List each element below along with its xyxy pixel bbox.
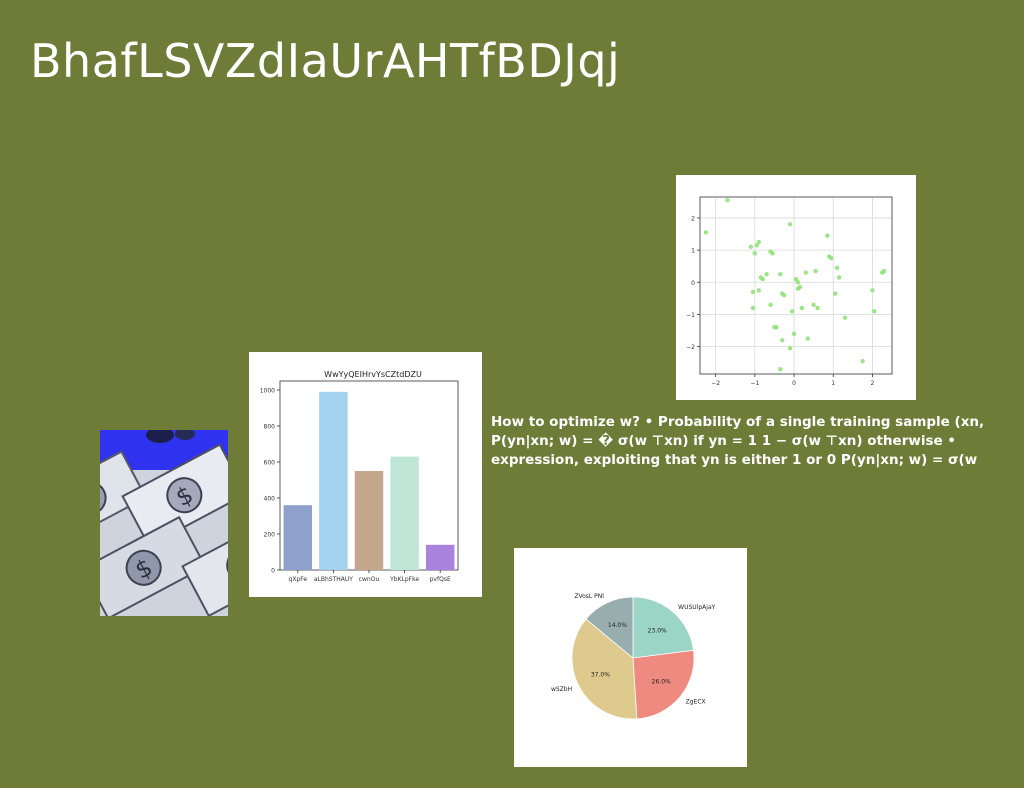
scatter-chart: −2 −1 0 1 2 −2 −1 0 1 2 (686, 196, 893, 387)
bar-xtick-label: cwnOu (359, 576, 380, 583)
scatter-point (795, 280, 801, 285)
scatter-point (780, 338, 785, 343)
bar (354, 471, 384, 570)
pie-slice (632, 596, 694, 659)
bar (425, 544, 455, 570)
bar-ytick-label: 600 (264, 460, 276, 467)
bar-xtick-label: aLBhSTHAUY (314, 576, 353, 583)
slide-title: BhafLSVZdIaUrAHTfBDJqj (30, 34, 621, 88)
money-photo: $ $ $ (100, 430, 228, 616)
bar-ytick-label: 1000 (260, 388, 275, 395)
scatter-point (813, 268, 818, 274)
pie-pct-label: 26.0% (652, 678, 671, 685)
scatter-point (768, 302, 773, 308)
bar-ytick-label: 400 (264, 496, 276, 503)
scatter-xtick-label: −1 (750, 380, 759, 387)
pie-chart-panel: 23.0% WUSUlpAjaY 26.0% ZgECX 37.0% wSZbH 14.0%… (514, 548, 747, 767)
scatter-point (811, 302, 816, 308)
scatter-point (760, 276, 765, 282)
scatter-point (832, 291, 838, 296)
scatter-point (872, 309, 877, 314)
pie-slice (585, 596, 634, 659)
scatter-point (778, 366, 783, 372)
pie-chart: 23.0% WUSUlpAjaY 26.0% ZgECX 37.0% wSZbH 14.0%… (551, 593, 716, 720)
scatter-chart-frame (699, 196, 893, 375)
scatter-point (881, 268, 887, 274)
bar-chart-title: WwYyQEIHrvYsCZtdDZU (324, 370, 422, 379)
scatter-point (770, 251, 775, 256)
scatter-point (829, 255, 834, 261)
scatter-point (787, 222, 793, 227)
bar (319, 391, 348, 570)
pie-slice-label: ZgECX (686, 699, 706, 706)
scatter-point (870, 288, 875, 293)
bar-ytick-label: 800 (264, 424, 276, 431)
scatter-ytick-label: −1 (686, 312, 695, 319)
scatter-point (782, 292, 787, 298)
scatter-point (860, 358, 865, 364)
slide-body-text: How to optimize w? • Probability of a si… (491, 414, 985, 468)
bar-xtick-label: YbKLpFke (389, 576, 419, 583)
pie-slice-label: WUSUlpAjaY (678, 604, 715, 611)
scatter-point (805, 336, 810, 341)
scatter-ytick-label: 0 (691, 280, 695, 287)
scatter-point (778, 272, 783, 277)
scatter-xtick-label: 2 (870, 380, 874, 387)
bar-xtick-label: qXpFe (289, 576, 308, 583)
scatter-point (756, 288, 761, 293)
bar-xtick-label: pvfQsE (430, 576, 451, 583)
pie-slice (571, 618, 638, 720)
money-bills-icon: $ $ $ (100, 430, 228, 616)
scatter-xtick-label: 1 (831, 380, 835, 387)
bar-ytick-label: 200 (264, 532, 276, 539)
bar (390, 456, 419, 570)
pie-pct-label: 14.0% (608, 622, 627, 629)
scatter-ytick-label: 1 (691, 248, 695, 255)
bar-ytick-label: 0 (271, 568, 275, 575)
scatter-point (772, 325, 777, 330)
scatter-point (787, 346, 793, 351)
scatter-point (750, 305, 756, 311)
scatter-ytick-label: −2 (686, 344, 695, 351)
bar-chart: WwYyQEIHrvYsCZtdDZU 0 200 400 600 800 1000 qXp… (260, 370, 459, 583)
scatter-point (815, 305, 820, 311)
pie-pct-label: 23.0% (648, 628, 667, 635)
scatter-point (842, 315, 848, 320)
pie-slice-label: wSZbH (551, 686, 572, 693)
scatter-point (703, 230, 709, 235)
pie-slice-label: ZVosL PNl (574, 593, 604, 600)
bar (283, 505, 313, 570)
scatter-point (789, 309, 795, 314)
scatter-ytick-label: 2 (691, 215, 695, 222)
scatter-point (750, 289, 756, 295)
pie-slice (632, 649, 695, 720)
scatter-xtick-label: −2 (711, 380, 720, 387)
pie-pct-label: 37.0% (591, 672, 610, 679)
bar-chart-panel: WwYyQEIHrvYsCZtdDZU 0 200 400 600 800 1000 qXp… (249, 352, 482, 597)
scatter-point (795, 286, 801, 291)
scatter-point (764, 272, 769, 277)
scatter-chart-panel: −2 −1 0 1 2 −2 −1 0 1 2 (676, 175, 916, 400)
scatter-point (756, 239, 761, 245)
scatter-point (834, 265, 840, 270)
scatter-point (752, 251, 758, 256)
scatter-point (748, 244, 754, 250)
scatter-point (754, 243, 760, 248)
scatter-point (803, 270, 808, 275)
scatter-xtick-label: 0 (792, 380, 796, 387)
scatter-point (725, 198, 730, 203)
scatter-point (799, 305, 805, 311)
scatter-point (836, 275, 842, 280)
scatter-point (793, 276, 799, 282)
scatter-point (791, 331, 797, 336)
scatter-point (825, 233, 830, 238)
